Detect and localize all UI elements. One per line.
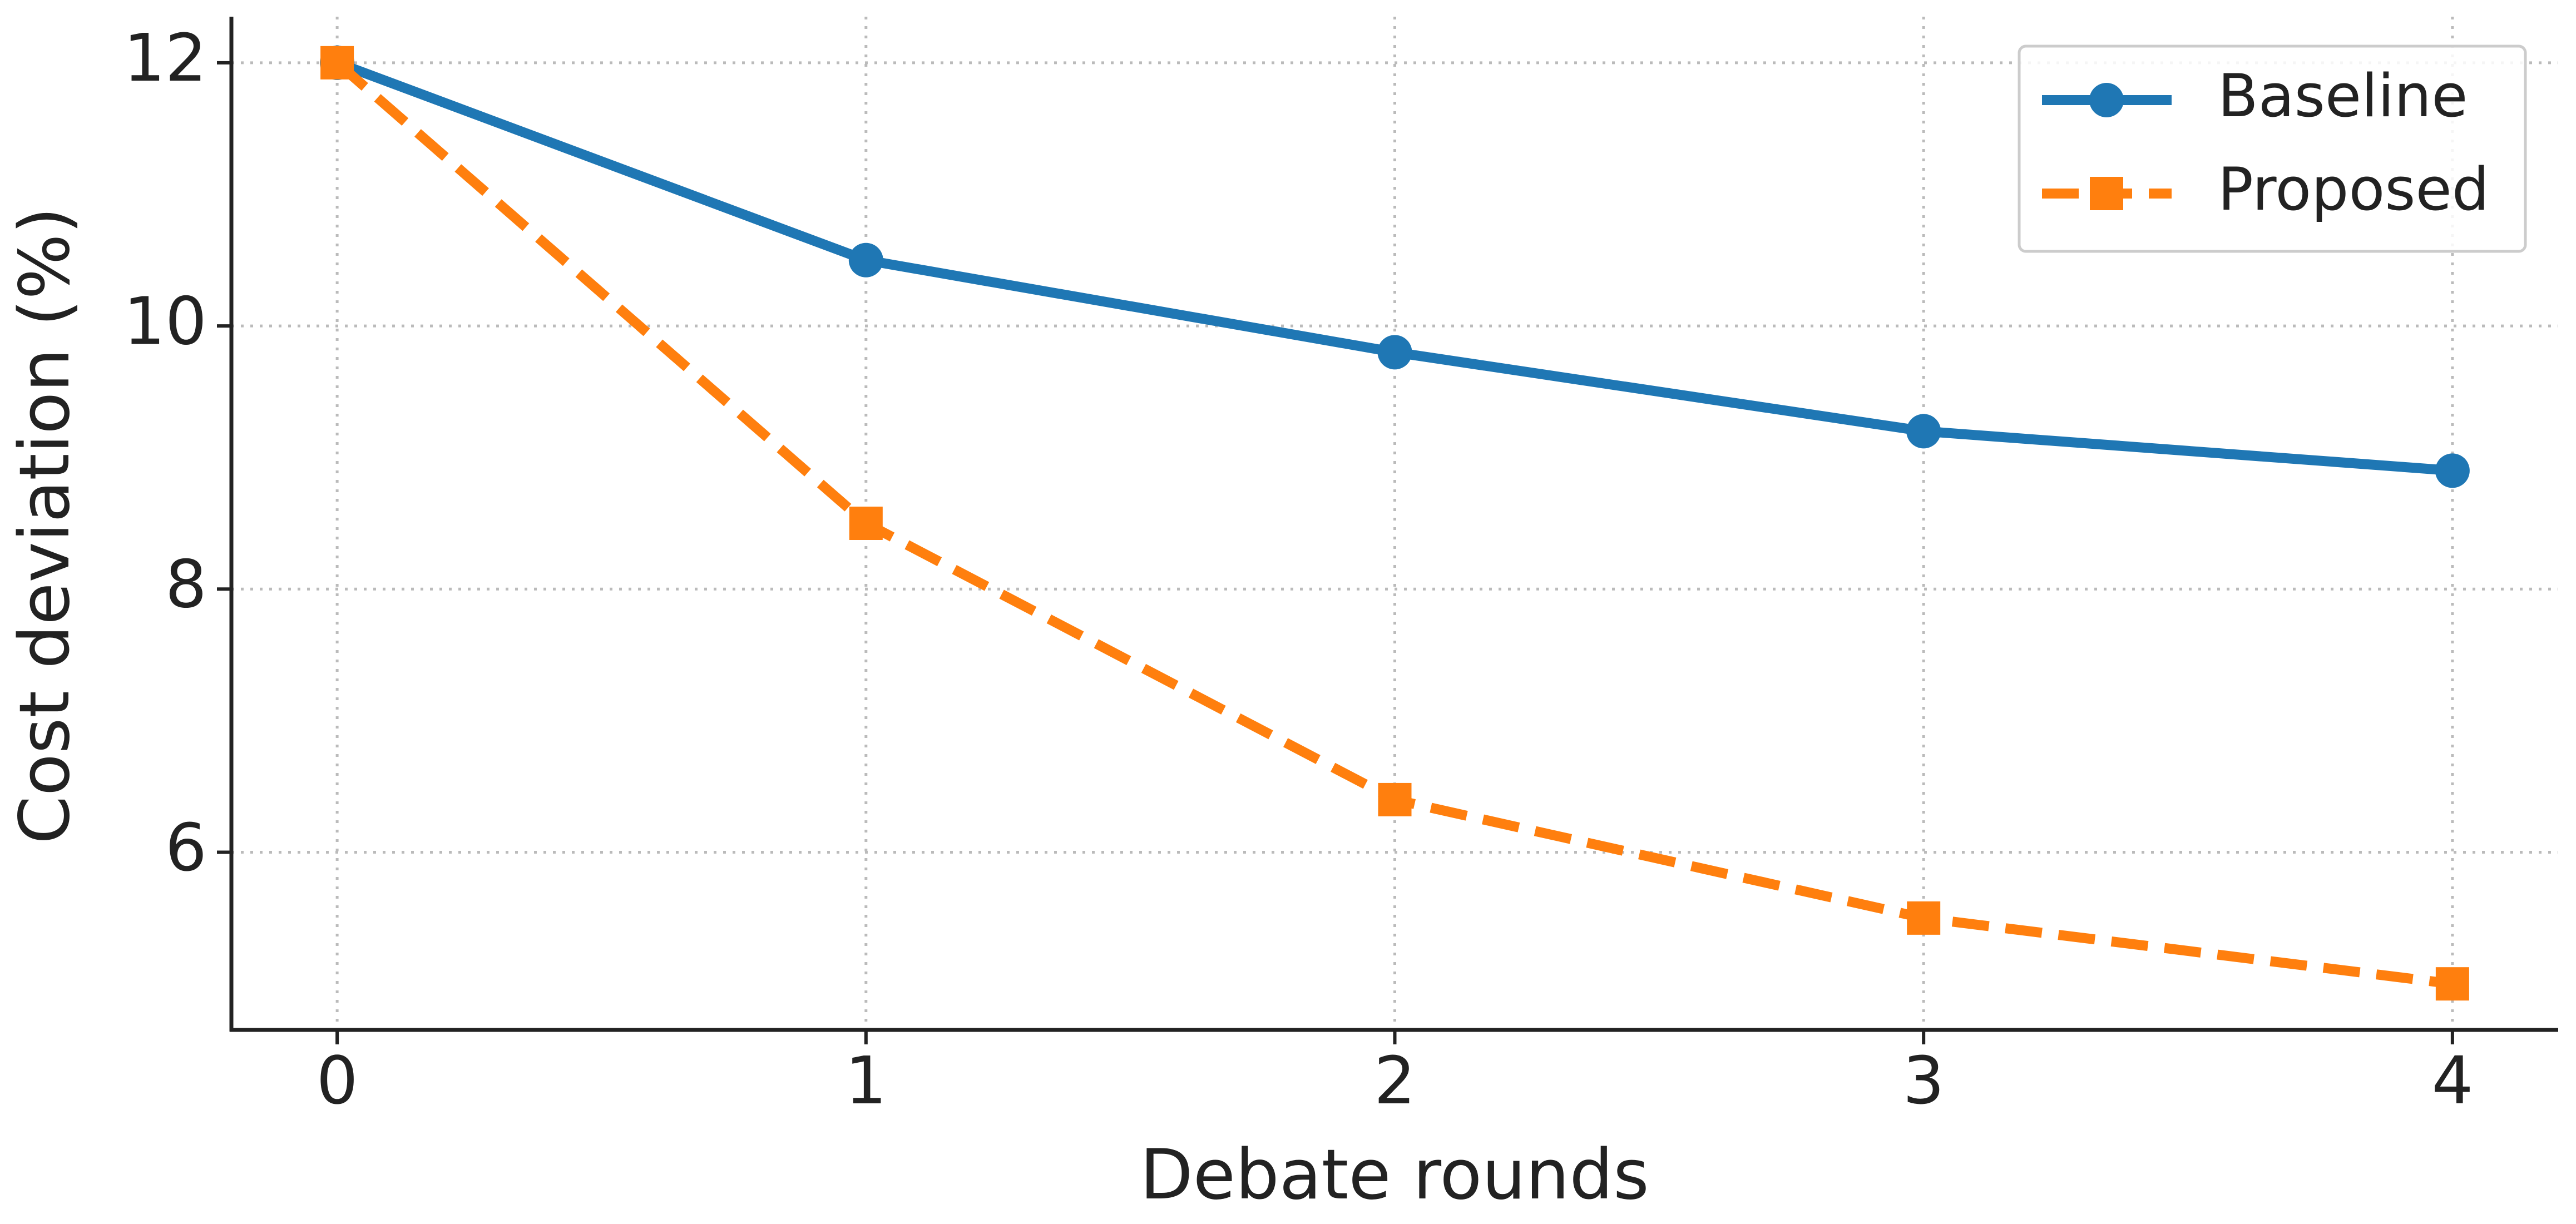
x-tick-label: 4 [2431, 1042, 2473, 1119]
legend-label: Baseline [2218, 62, 2468, 130]
data-point [1906, 414, 1941, 449]
y-tick-label: 12 [123, 19, 207, 96]
y-axis-label: Cost deviation (%) [5, 207, 85, 844]
data-point [320, 46, 354, 80]
legend-label: Proposed [2218, 155, 2489, 224]
data-point [1907, 901, 1941, 935]
data-point [2435, 967, 2469, 1001]
data-point [1378, 782, 1412, 816]
legend-marker [2089, 83, 2124, 117]
data-point [848, 242, 883, 277]
x-tick-label: 2 [1374, 1042, 1416, 1119]
x-tick-label: 1 [845, 1042, 887, 1119]
y-tick-label: 8 [165, 546, 207, 623]
x-tick-label: 0 [317, 1042, 358, 1119]
y-tick-label: 10 [123, 283, 207, 359]
x-tick-label: 3 [1903, 1042, 1945, 1119]
y-tick-label: 6 [165, 809, 207, 886]
legend-marker [2090, 177, 2123, 210]
x-axis-label: Debate rounds [1140, 1135, 1649, 1215]
data-point [1377, 335, 1412, 370]
data-point [2435, 453, 2470, 488]
data-point [849, 507, 883, 540]
